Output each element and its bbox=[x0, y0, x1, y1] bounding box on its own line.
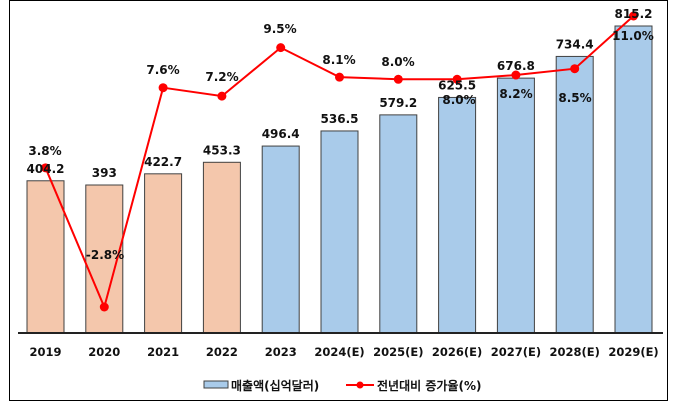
line-value-label: 9.5% bbox=[263, 22, 296, 36]
line-marker bbox=[217, 91, 227, 101]
legend-bar-label: 매출액(십억달러) bbox=[231, 378, 319, 393]
x-tick-label: 2024(E) bbox=[314, 345, 364, 359]
bar-value-label: 579.2 bbox=[379, 96, 417, 110]
bar-value-label: 422.7 bbox=[144, 155, 182, 169]
bar-2026(E) bbox=[438, 96, 477, 334]
line-value-label: 8.0% bbox=[381, 55, 414, 69]
x-tick-label: 2023 bbox=[265, 345, 297, 359]
bar-value-label: 536.5 bbox=[321, 112, 359, 126]
bar-series bbox=[26, 25, 653, 334]
bar-value-label: 404.2 bbox=[27, 162, 65, 176]
line-value-label: 3.8% bbox=[28, 144, 61, 158]
x-tick-label: 2027(E) bbox=[491, 345, 541, 359]
line-value-label: 11.0% bbox=[612, 29, 654, 43]
line-value-label: 8.1% bbox=[322, 53, 355, 67]
line-marker bbox=[570, 64, 580, 74]
x-tick-label: 2020 bbox=[88, 345, 120, 359]
x-tick-label: 2019 bbox=[29, 345, 61, 359]
line-marker bbox=[158, 83, 168, 93]
line-value-label: 8.5% bbox=[558, 91, 591, 105]
bar-value-labels: 404.2 393 422.7 453.3 496.4 536.5 579.2 625.5 67… bbox=[27, 7, 653, 180]
legend-bar-swatch bbox=[203, 380, 229, 389]
legend: 매출액(십억달러) 전년대비 증가율(%) bbox=[203, 378, 481, 393]
line-value-label: 8.0% bbox=[442, 93, 475, 107]
bar-value-label: 496.4 bbox=[262, 127, 300, 141]
line-value-label: -2.8% bbox=[86, 248, 124, 262]
line-value-label: 7.6% bbox=[146, 63, 179, 77]
bar-2029(E) bbox=[614, 25, 653, 334]
line-marker bbox=[393, 74, 403, 84]
legend-line-marker bbox=[356, 381, 364, 389]
line-value-label: 7.2% bbox=[205, 70, 238, 84]
bar-2022 bbox=[202, 161, 241, 334]
bar-value-label: 393 bbox=[92, 166, 117, 180]
legend-line-label: 전년대비 증가율(%) bbox=[377, 378, 481, 393]
line-marker bbox=[511, 70, 521, 80]
bar-value-label: 815.2 bbox=[615, 7, 653, 21]
line-marker bbox=[41, 163, 50, 173]
bar-value-label: 734.4 bbox=[556, 37, 594, 51]
x-tick-label: 2025(E) bbox=[373, 345, 423, 359]
bar-2019 bbox=[26, 180, 65, 334]
line-marker bbox=[335, 72, 344, 82]
bar-2027(E) bbox=[496, 77, 535, 334]
line-marker bbox=[276, 43, 286, 53]
bar-value-label: 676.8 bbox=[497, 59, 535, 73]
bar-2021 bbox=[144, 173, 183, 334]
bar-value-label: 625.5 bbox=[438, 78, 476, 92]
line-marker bbox=[99, 302, 109, 312]
line-marker bbox=[629, 11, 638, 21]
x-tick-label: 2022 bbox=[206, 345, 238, 359]
bar-2023 bbox=[261, 145, 300, 334]
line-value-labels: 3.8% -2.8% 7.6% 7.2% 9.5% 8.1% 8.0% 8.0% 8.2% 8.5… bbox=[28, 22, 653, 262]
bar-2024(E) bbox=[320, 130, 359, 334]
line-value-label: 8.2% bbox=[499, 87, 532, 101]
x-tick-label: 2029(E) bbox=[608, 345, 658, 359]
bar-value-label: 453.3 bbox=[203, 143, 241, 157]
bar-2025(E) bbox=[379, 114, 418, 334]
bar-2028(E) bbox=[555, 55, 594, 334]
x-axis-tick-labels: 2019 2020 2021 2022 2023 2024(E) 2025(E) 2026(E… bbox=[29, 345, 658, 359]
x-tick-label: 2021 bbox=[147, 345, 179, 359]
line-marker bbox=[452, 74, 462, 84]
x-tick-label: 2028(E) bbox=[550, 345, 600, 359]
x-tick-label: 2026(E) bbox=[432, 345, 482, 359]
line-series bbox=[41, 11, 638, 312]
